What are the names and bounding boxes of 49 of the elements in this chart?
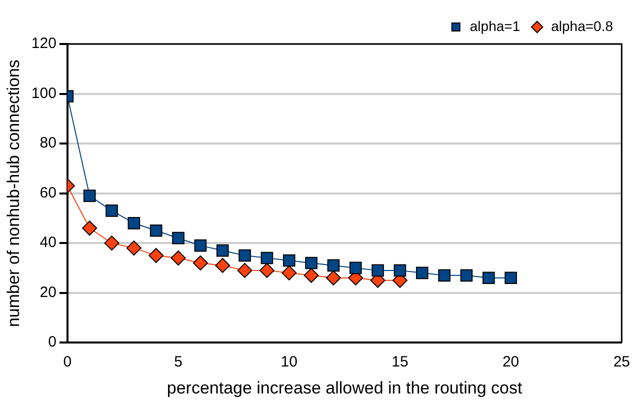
y-tick-label: 0 [48, 334, 56, 351]
point [326, 270, 341, 286]
point [238, 249, 251, 262]
point [216, 244, 229, 257]
legend-label: alpha=1 [470, 18, 520, 34]
y-tick-label: 20 [40, 284, 56, 301]
point [327, 259, 340, 272]
point [172, 232, 184, 244]
point [82, 220, 98, 236]
legend-label: alpha=0.8 [551, 18, 614, 34]
x-tick-label: 10 [280, 354, 298, 371]
y-tick-label: 80 [40, 134, 56, 152]
y-tick-label: 60 [40, 184, 56, 202]
x-tick-label: 5 [174, 354, 182, 371]
point [83, 190, 96, 202]
point [170, 250, 186, 266]
point [192, 255, 208, 270]
y-axis-title: number of nonhub-hub connections [4, 60, 23, 328]
point [416, 266, 428, 280]
point [104, 236, 120, 251]
point [126, 240, 142, 256]
y-tick-label: 120 [31, 35, 56, 52]
point [106, 204, 118, 217]
point [305, 256, 318, 270]
point [150, 224, 162, 237]
point [260, 252, 274, 264]
point [194, 239, 207, 252]
point [282, 265, 297, 280]
x-tick-label: 0 [63, 354, 72, 371]
x-axis-title: percentage increase allowed in the routing cost [166, 378, 522, 398]
point [237, 262, 252, 278]
point [504, 272, 517, 284]
point [128, 217, 140, 230]
x-tick-label: 25 [613, 354, 630, 371]
point [259, 262, 274, 278]
point [282, 254, 296, 267]
point [460, 269, 473, 282]
point [372, 264, 384, 277]
point [482, 272, 495, 284]
point [349, 262, 362, 274]
x-tick-label: 15 [392, 354, 408, 371]
x-tick-label: 20 [502, 354, 520, 371]
y-tick-label: 40 [40, 234, 56, 252]
point [148, 248, 164, 264]
y-tick-label: 100 [31, 84, 56, 102]
point [438, 269, 450, 282]
point [215, 258, 230, 273]
point [304, 268, 319, 283]
point [394, 264, 406, 277]
